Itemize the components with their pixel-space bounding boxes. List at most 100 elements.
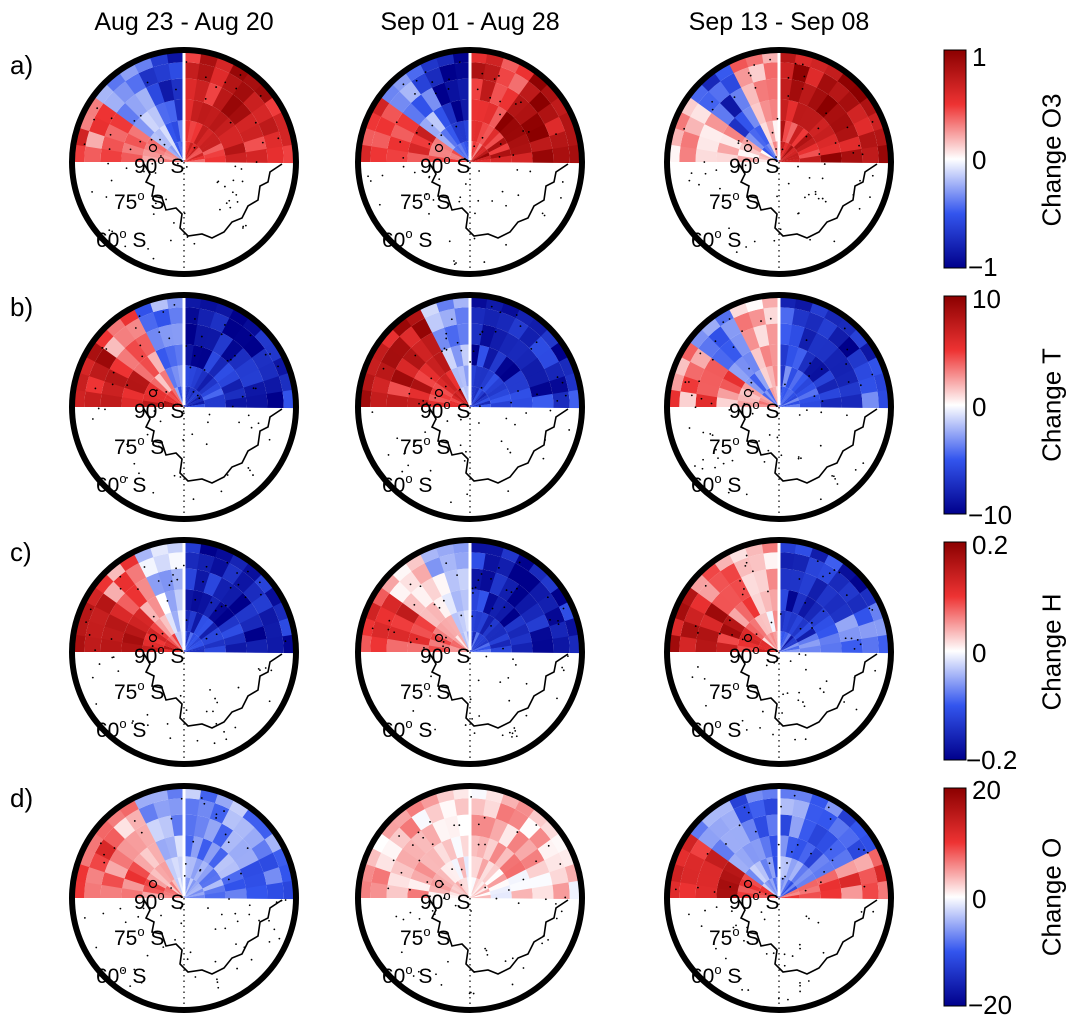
field-cell	[753, 815, 770, 839]
field-cell	[490, 645, 512, 653]
field-cell	[116, 592, 141, 616]
field-cell	[460, 387, 470, 407]
field-cell	[146, 137, 168, 153]
field-cell	[184, 552, 201, 570]
field-cell	[177, 631, 184, 652]
degree-mark: o	[752, 152, 760, 167]
hemisphere: S	[721, 229, 742, 252]
map-frame	[69, 47, 299, 277]
field-cell	[797, 633, 819, 646]
field-cell	[184, 632, 194, 652]
grid-dot	[214, 609, 217, 612]
map-r2-c2	[355, 292, 585, 522]
grid-dot	[858, 144, 860, 147]
field-cell	[791, 373, 809, 393]
grid-dot	[124, 245, 127, 248]
grid-dot	[745, 729, 748, 731]
field-cell	[779, 400, 800, 407]
grid-dot	[489, 96, 492, 99]
field-cell	[420, 332, 443, 357]
field-cell	[793, 622, 814, 640]
latitude-value: 60	[96, 229, 120, 252]
grid-dot	[119, 575, 122, 578]
grid-dot	[442, 645, 444, 648]
field-cell	[184, 145, 199, 162]
field-cell	[187, 610, 198, 633]
latitude-label-lat90: 90o S	[134, 398, 184, 422]
field-cell	[507, 809, 530, 831]
field-cell	[699, 368, 724, 388]
grid-dot	[428, 143, 431, 145]
field-cell	[509, 387, 532, 401]
degree-mark: o	[405, 226, 413, 241]
grid-dot	[129, 148, 132, 151]
field-cell	[389, 335, 412, 358]
grid-dot	[402, 918, 405, 921]
field-cell	[772, 386, 779, 407]
row-label-b: b)	[10, 292, 34, 322]
field-cell	[184, 637, 202, 652]
field-cell	[531, 393, 554, 408]
field-cell	[233, 326, 256, 349]
field-cell	[213, 607, 236, 628]
degree-mark: o	[423, 188, 431, 203]
grid-dot	[747, 72, 750, 74]
field-cell	[456, 323, 471, 346]
field-cell	[243, 626, 267, 643]
field-cell	[853, 361, 875, 382]
grid-dot	[428, 176, 431, 179]
degree-mark: o	[423, 433, 431, 448]
grid-dot	[170, 887, 173, 889]
latitude-label-lat75: 75o S	[114, 679, 164, 703]
grid-dot	[129, 985, 132, 988]
grid-dot	[417, 831, 420, 834]
field-cell	[203, 818, 223, 843]
field-cell	[171, 388, 184, 407]
grid-dot	[768, 652, 770, 655]
map-r2-c3	[664, 292, 894, 522]
field-cell	[793, 868, 814, 886]
field-cell	[245, 148, 268, 163]
grid-dot	[418, 859, 421, 862]
field-cell	[371, 866, 391, 885]
field-cell	[432, 627, 454, 643]
field-cell	[760, 885, 779, 898]
grid-dot	[216, 981, 219, 984]
grid-dot	[805, 915, 808, 918]
field-cell	[829, 602, 854, 625]
field-cell	[748, 799, 767, 819]
field-cell	[167, 392, 184, 407]
grid-dot	[173, 222, 175, 224]
field-cell	[503, 370, 527, 389]
field-cell	[779, 388, 792, 407]
grid-dot	[199, 868, 202, 871]
grid-dot	[220, 490, 223, 493]
field-cell	[451, 639, 470, 652]
grid-dot	[455, 125, 458, 128]
grid-dot	[516, 831, 519, 833]
grid-dot	[423, 646, 425, 649]
field-cell	[221, 809, 244, 831]
grid-dot	[432, 199, 435, 201]
grid-dot	[828, 572, 831, 575]
grid-dot	[833, 569, 836, 571]
grid-dot	[810, 852, 812, 855]
hemisphere: S	[164, 155, 185, 178]
field-cell	[704, 112, 729, 134]
grid-dot	[155, 389, 158, 392]
field-cell	[395, 112, 420, 134]
grid-dot	[845, 363, 848, 365]
field-cell	[184, 645, 205, 652]
hemisphere: S	[126, 229, 147, 252]
field-cell	[196, 592, 213, 615]
field-cell	[760, 149, 779, 162]
field-cell	[514, 838, 539, 862]
hemisphere: S	[759, 155, 780, 178]
grid-dot	[168, 584, 171, 587]
grid-dot	[469, 698, 472, 701]
field-cell	[184, 878, 194, 898]
field-cell	[696, 135, 720, 153]
grid-dot	[717, 457, 719, 460]
grid-dot	[711, 108, 714, 111]
grid-dot	[246, 847, 249, 850]
